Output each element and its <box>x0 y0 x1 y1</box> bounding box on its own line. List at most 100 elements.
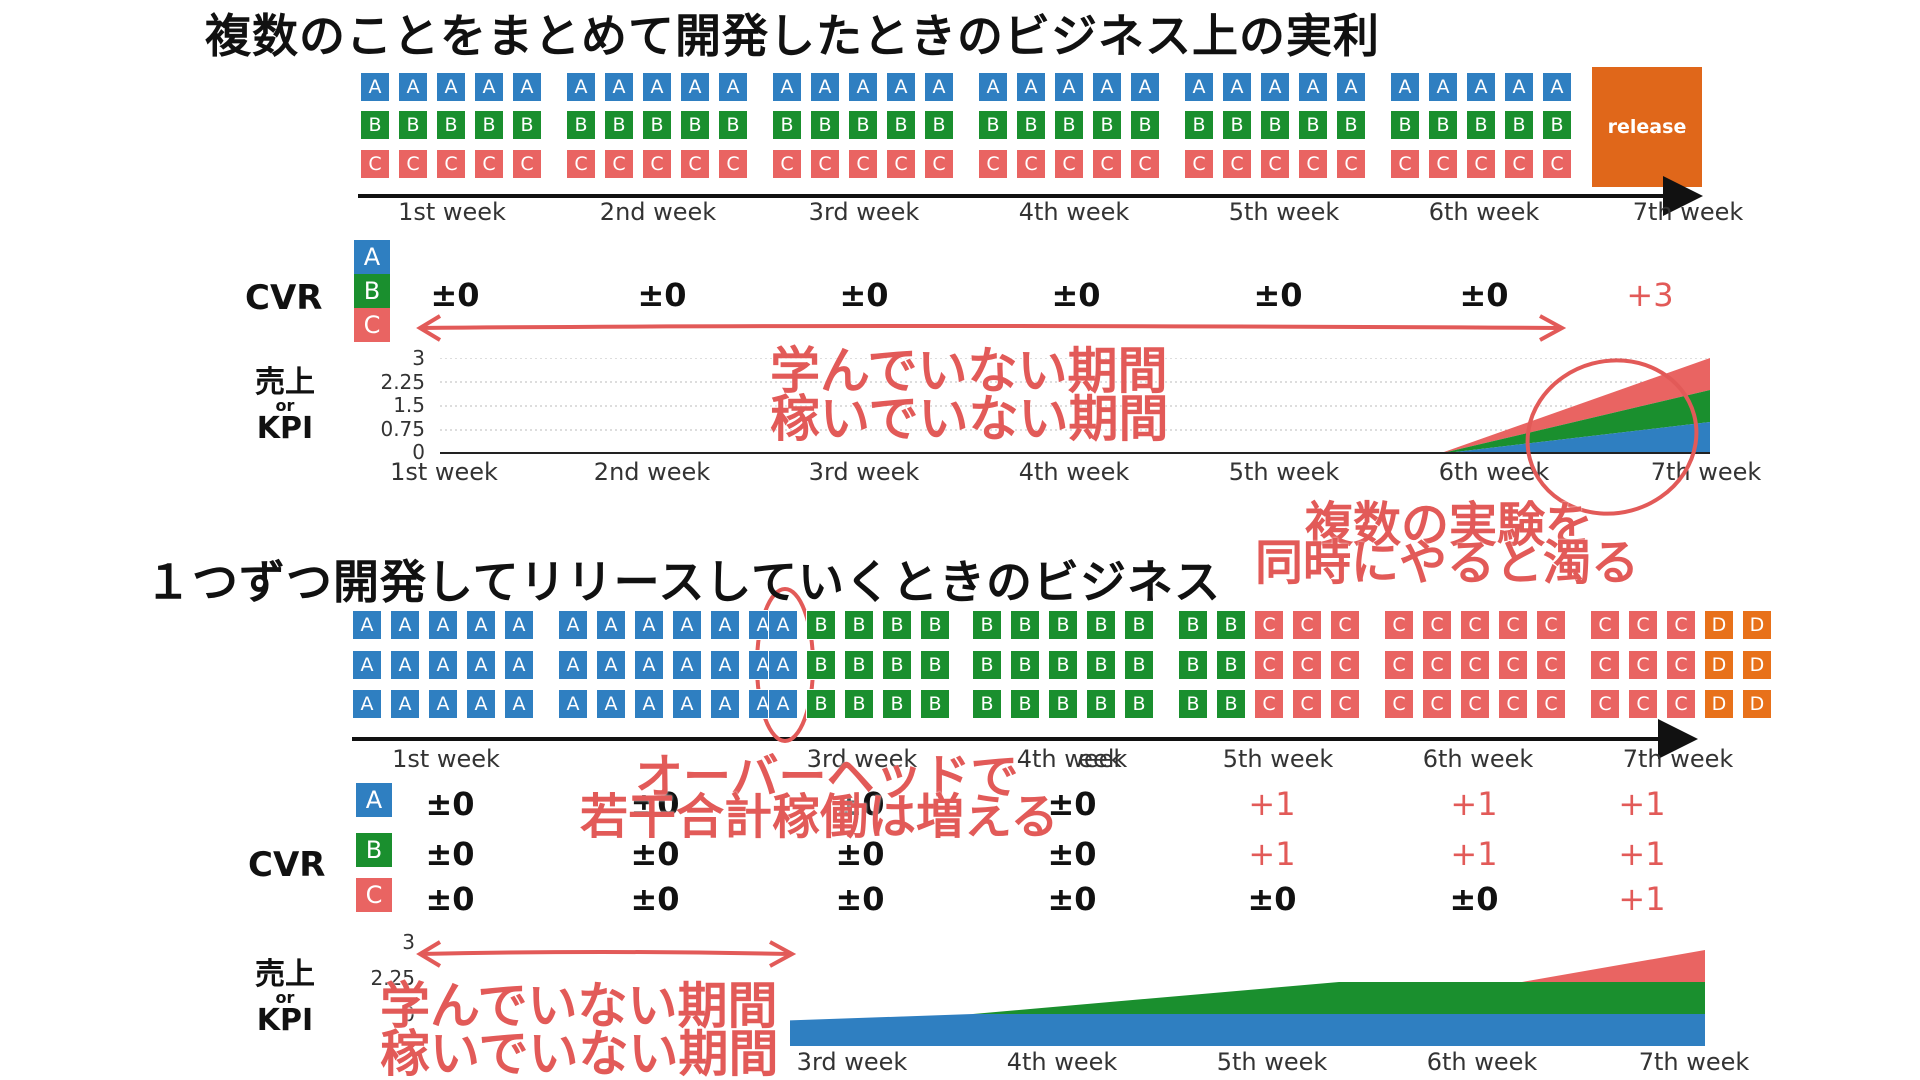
task-cell-b: B <box>1086 650 1116 680</box>
task-cell-c: C <box>1422 610 1452 640</box>
chart-week-label: 7th week <box>1650 458 1762 486</box>
bottom-kpi-label: 売上 or KPI <box>250 960 320 1036</box>
bottom-period-arrow <box>419 950 791 956</box>
bottom-cvr-label: CVR <box>248 845 326 885</box>
y-tick: 2.25 <box>380 369 425 394</box>
task-cell-a: A <box>672 610 702 640</box>
task-cell-a: A <box>768 650 798 680</box>
legend-b: B <box>356 833 392 867</box>
task-cell-b: B <box>882 610 912 640</box>
task-cell-a: A <box>1222 72 1252 102</box>
task-cell-c: C <box>1422 650 1452 680</box>
task-cell-a: A <box>436 72 466 102</box>
task-cell-b: B <box>1390 110 1420 140</box>
y-tick: 3 <box>412 346 425 370</box>
task-cell-a: A <box>428 610 458 640</box>
task-cell-b: B <box>1504 110 1534 140</box>
task-cell-a: A <box>512 72 542 102</box>
task-cell-c: C <box>1092 149 1122 179</box>
area-series-b <box>790 982 1705 1021</box>
task-cell-a: A <box>596 610 626 640</box>
task-cell-b: B <box>772 110 802 140</box>
week-label: 7th week <box>1622 745 1734 773</box>
task-cell-b: B <box>1010 689 1040 719</box>
cvr-value: ±0 <box>835 835 885 873</box>
task-cell-a: A <box>680 72 710 102</box>
task-cell-a: A <box>398 72 428 102</box>
bottom-note-overhead-2: 若干合計稼働は増える <box>580 789 1059 845</box>
week-label: 2nd week <box>599 198 717 226</box>
task-cell-b: B <box>806 689 836 719</box>
task-cell-a: A <box>768 610 798 640</box>
task-cell-a: A <box>634 650 664 680</box>
cvr-value: ±0 <box>425 880 475 918</box>
task-cell-c: C <box>1666 689 1696 719</box>
task-cell-c: C <box>1292 610 1322 640</box>
top-circle <box>1525 358 1699 516</box>
task-cell-a: A <box>390 689 420 719</box>
task-cell-c: C <box>1254 650 1284 680</box>
task-cell-b: B <box>1124 650 1154 680</box>
task-cell-a: A <box>558 689 588 719</box>
task-cell-b: B <box>436 110 466 140</box>
task-cell-a: A <box>1298 72 1328 102</box>
area-series-a <box>790 1014 1705 1046</box>
task-cell-c: C <box>810 149 840 179</box>
task-cell-a: A <box>596 689 626 719</box>
week-label: 4th week <box>1018 198 1130 226</box>
task-cell-c: C <box>1130 149 1160 179</box>
task-cell-b: B <box>1124 610 1154 640</box>
top-legend-b: B <box>354 274 390 308</box>
week-label: 3rd week <box>808 198 920 226</box>
cvr-value: ±0 <box>630 880 680 918</box>
task-cell-b: B <box>474 110 504 140</box>
top-kpi-label: 売上 or KPI <box>250 368 320 444</box>
bottom-kpi-chart <box>790 950 1705 1046</box>
task-cell-c: C <box>680 149 710 179</box>
task-cell-b: B <box>848 110 878 140</box>
task-cell-a: A <box>1184 72 1214 102</box>
task-cell-a: A <box>1336 72 1366 102</box>
task-cell-a: A <box>1016 72 1046 102</box>
bottom-note-earning: 稼いでいない期間 <box>380 1025 779 1080</box>
task-cell-c: C <box>1292 689 1322 719</box>
task-cell-a: A <box>1428 72 1458 102</box>
task-cell-a: A <box>360 72 390 102</box>
task-cell-c: C <box>1422 689 1452 719</box>
task-cell-b: B <box>972 610 1002 640</box>
bottom-note-overhead-1: オーバーヘッドで <box>635 749 1019 805</box>
cvr-value: ±0 <box>637 276 687 314</box>
week-label: 3rd week <box>806 745 918 773</box>
task-cell-c: C <box>604 149 634 179</box>
release-block: release <box>1592 67 1702 187</box>
cvr-value: ±0 <box>1449 880 1499 918</box>
week-label: 5th week <box>1228 198 1340 226</box>
task-cell-b: B <box>978 110 1008 140</box>
task-cell-c: C <box>1628 610 1658 640</box>
task-cell-b: B <box>1222 110 1252 140</box>
task-cell-b: B <box>1092 110 1122 140</box>
task-cell-b: B <box>972 689 1002 719</box>
legend-c: C <box>356 878 392 912</box>
task-cell-b: B <box>1010 610 1040 640</box>
task-cell-b: B <box>920 650 950 680</box>
cvr-value: ±0 <box>839 276 889 314</box>
task-cell-c: C <box>886 149 916 179</box>
task-cell-c: C <box>1590 650 1620 680</box>
task-cell-c: C <box>1666 650 1696 680</box>
task-cell-b: B <box>1016 110 1046 140</box>
task-cell-a: A <box>978 72 1008 102</box>
top-note-muddy-1: 複数の実験を <box>1305 497 1594 553</box>
task-cell-d: D <box>1704 610 1734 640</box>
task-cell-b: B <box>1048 610 1078 640</box>
task-cell-c: C <box>1428 149 1458 179</box>
chart-week-label: 2nd week <box>593 458 711 486</box>
task-cell-c: C <box>398 149 428 179</box>
chart-week-label: 6th week <box>1426 1048 1538 1076</box>
task-cell-b: B <box>1466 110 1496 140</box>
task-cell-c: C <box>978 149 1008 179</box>
task-cell-c: C <box>1260 149 1290 179</box>
task-cell-a: A <box>634 689 664 719</box>
task-cell-b: B <box>1048 650 1078 680</box>
